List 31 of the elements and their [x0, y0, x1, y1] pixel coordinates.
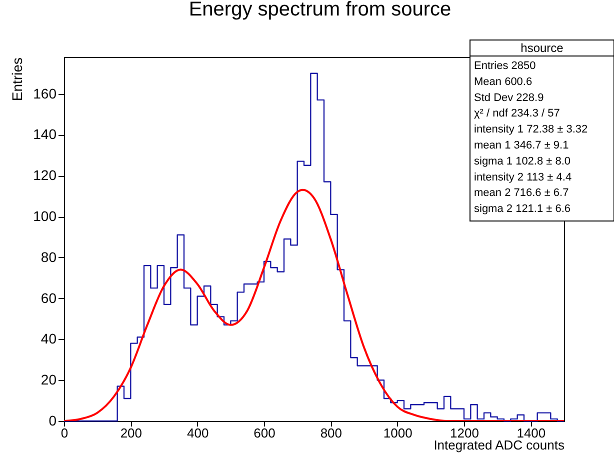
- x-tick-label: 1400: [516, 426, 546, 440]
- y-tick-label: 80: [40, 248, 57, 265]
- annotation: sigma 2 121.1 ± 6.6: [474, 203, 571, 216]
- annotation: Entries 2850: [474, 60, 536, 72]
- annotation: mean 1 346.7 ± 9.1: [474, 139, 569, 152]
- y-tick-label: 40: [40, 330, 57, 347]
- x-tick-label: 800: [320, 426, 342, 440]
- x-tick-label: 1000: [383, 426, 412, 440]
- annotation: intensity 1 72.38 ± 3.32: [474, 124, 588, 136]
- text: hsource: [520, 41, 564, 55]
- y-tick-label: 140: [33, 126, 57, 142]
- y-tick-label: 100: [33, 208, 57, 224]
- y-tick-label: 20: [40, 372, 57, 388]
- x-tick-label: 200: [120, 426, 142, 440]
- x-tick-label: 0: [60, 426, 68, 440]
- x-axis-title: Integrated ADC counts: [434, 438, 565, 452]
- y-tick-label: 0: [48, 412, 57, 428]
- chart-title: Energy spectrum from source: [188, 0, 452, 20]
- annotation: sigma 1 102.8 ± 8.0: [474, 155, 571, 168]
- annotation: χ² / ndf 234.3 / 57: [474, 108, 560, 120]
- x-tick-label: 600: [254, 426, 276, 440]
- x-tick-label: 1200: [450, 426, 479, 440]
- y-axis-title: Entries: [9, 58, 26, 102]
- annotation: intensity 2 113 ± 4.4: [474, 171, 572, 184]
- x-tick-label: 400: [186, 426, 209, 440]
- annotation: Mean 600.6: [474, 76, 532, 88]
- y-tick-label: 120: [33, 167, 57, 184]
- annotation: Std Dev 228.9: [474, 92, 544, 104]
- y-tick-label: 60: [40, 290, 57, 306]
- annotation: mean 2 716.6 ± 6.7: [474, 187, 569, 200]
- y-tick-label: 160: [33, 85, 57, 102]
